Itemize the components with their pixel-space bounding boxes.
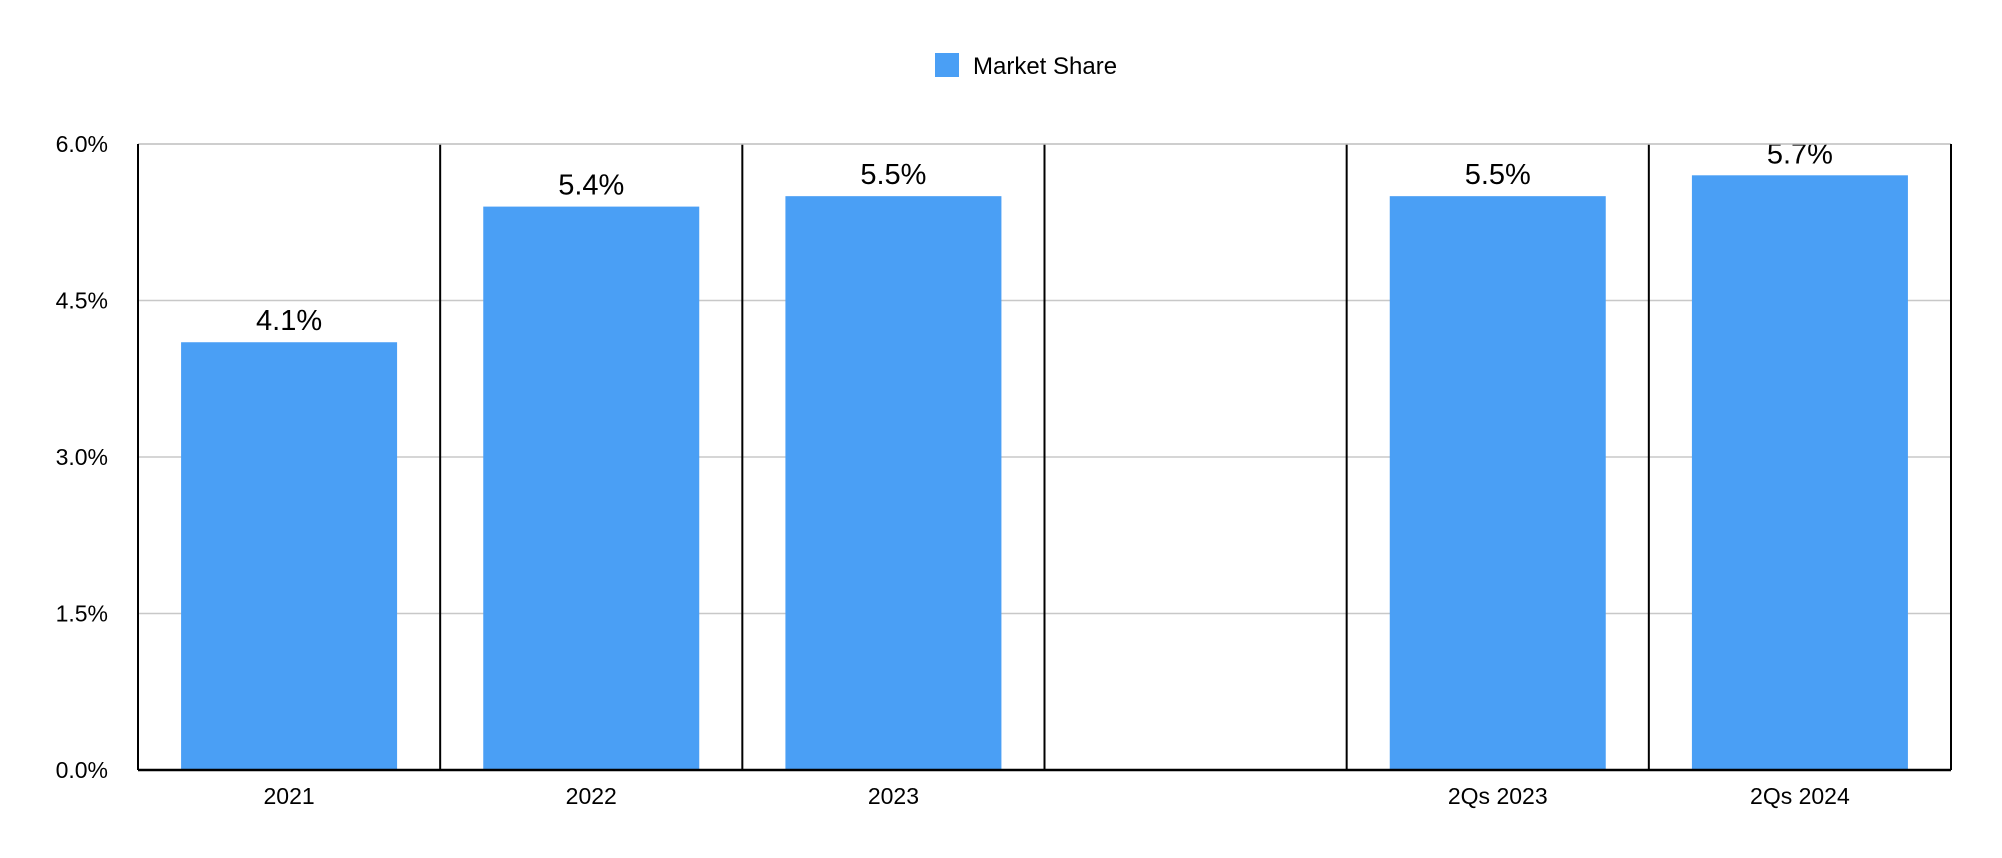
bar-2021 bbox=[181, 342, 398, 770]
bar-2qs-2023 bbox=[1389, 196, 1606, 770]
bar-2022 bbox=[483, 206, 700, 771]
bar-2qs-2024 bbox=[1691, 175, 1908, 771]
legend-label-market-share: Market Share bbox=[973, 53, 1117, 80]
data-labels: 4.1% 5.4% 5.5% 5.5% 5.7% bbox=[256, 138, 1833, 337]
bars bbox=[181, 175, 1908, 771]
y-tick-label: 6.0% bbox=[56, 131, 108, 157]
y-tick-label: 3.0% bbox=[56, 444, 108, 470]
legend: Market Share bbox=[935, 53, 1117, 80]
data-label: 5.7% bbox=[1767, 138, 1833, 170]
y-tick-label: 1.5% bbox=[56, 601, 108, 627]
legend-swatch-market-share bbox=[935, 53, 959, 77]
category-separators bbox=[439, 144, 1650, 770]
x-category-label: 2021 bbox=[263, 783, 314, 809]
x-category-label: 2022 bbox=[566, 783, 617, 809]
data-label: 5.5% bbox=[1465, 159, 1531, 191]
data-label: 5.4% bbox=[558, 170, 624, 202]
x-axis-category-labels: 2021 2022 2023 2Qs 2023 2Qs 2024 bbox=[263, 783, 1849, 809]
y-tick-label: 0.0% bbox=[56, 757, 108, 783]
y-axis-tick-labels: 0.0% 1.5% 3.0% 4.5% 6.0% bbox=[56, 131, 108, 783]
data-label: 4.1% bbox=[256, 305, 322, 337]
x-category-label: 2023 bbox=[868, 783, 919, 809]
axes bbox=[137, 143, 1952, 772]
x-category-label: 2Qs 2024 bbox=[1750, 783, 1850, 809]
y-tick-label: 4.5% bbox=[56, 288, 108, 314]
bar-2023 bbox=[785, 196, 1002, 770]
x-category-label: 2Qs 2023 bbox=[1448, 783, 1548, 809]
data-label: 5.5% bbox=[860, 159, 926, 191]
